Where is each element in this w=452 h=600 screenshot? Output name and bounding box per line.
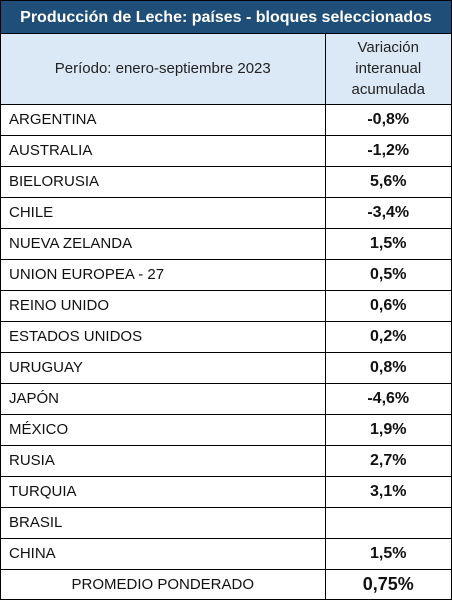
- weighted-average-value: 0,75%: [324, 568, 451, 600]
- variation-cell: 3,1%: [324, 475, 451, 508]
- country-cell: JAPÓN: [1, 382, 326, 415]
- table-row: ARGENTINA -0,8%: [1, 103, 451, 136]
- milk-production-table: Período: enero-septiembre 2023 Variación…: [1, 34, 451, 600]
- table-row: NUEVA ZELANDA 1,5%: [1, 227, 451, 260]
- country-cell: NUEVA ZELANDA: [1, 227, 326, 260]
- variation-cell: 5,6%: [324, 165, 451, 198]
- variation-header: Variación interanual acumulada: [324, 34, 451, 105]
- table-row: JAPÓN -4,6%: [1, 382, 451, 415]
- variation-header-line1: Variación: [357, 39, 419, 57]
- table-row: URUGUAY 0,8%: [1, 351, 451, 384]
- country-cell: CHILE: [1, 196, 326, 229]
- variation-cell: 2,7%: [324, 444, 451, 477]
- variation-cell: -4,6%: [324, 382, 451, 415]
- weighted-average-label: PROMEDIO PONDERADO: [1, 568, 326, 600]
- country-cell: RUSIA: [1, 444, 326, 477]
- table-row: MÉXICO 1,9%: [1, 413, 451, 446]
- variation-cell: 0,2%: [324, 320, 451, 353]
- country-cell: AUSTRALIA: [1, 134, 326, 167]
- variation-cell: -0,8%: [324, 103, 451, 136]
- table-row: BRASIL: [1, 506, 451, 539]
- variation-cell: 0,5%: [324, 258, 451, 291]
- table-row: BIELORUSIA 5,6%: [1, 165, 451, 198]
- table-row: CHINA 1,5%: [1, 537, 451, 570]
- variation-cell: 0,8%: [324, 351, 451, 384]
- table-row: TURQUIA 3,1%: [1, 475, 451, 508]
- variation-cell: -1,2%: [324, 134, 451, 167]
- country-cell: BRASIL: [1, 506, 326, 539]
- table-row: AUSTRALIA -1,2%: [1, 134, 451, 167]
- table-row: RUSIA 2,7%: [1, 444, 451, 477]
- variation-header-line2: interanual: [355, 60, 422, 78]
- country-cell: URUGUAY: [1, 351, 326, 384]
- country-cell: ARGENTINA: [1, 103, 326, 136]
- variation-cell: 1,9%: [324, 413, 451, 446]
- variation-cell: [324, 506, 451, 539]
- country-cell: BIELORUSIA: [1, 165, 326, 198]
- country-cell: UNION EUROPEA - 27: [1, 258, 326, 291]
- country-cell: ESTADOS UNIDOS: [1, 320, 326, 353]
- country-cell: REINO UNIDO: [1, 289, 326, 322]
- table-row: REINO UNIDO 0,6%: [1, 289, 451, 322]
- variation-header-line3: acumulada: [351, 81, 425, 99]
- country-cell: MÉXICO: [1, 413, 326, 446]
- header-row: Período: enero-septiembre 2023 Variación…: [1, 34, 451, 105]
- table-row: CHILE -3,4%: [1, 196, 451, 229]
- variation-cell: 1,5%: [324, 537, 451, 570]
- footer-row: PROMEDIO PONDERADO 0,75%: [1, 568, 451, 600]
- table-row: ESTADOS UNIDOS 0,2%: [1, 320, 451, 353]
- country-cell: CHINA: [1, 537, 326, 570]
- variation-cell: -3,4%: [324, 196, 451, 229]
- country-cell: TURQUIA: [1, 475, 326, 508]
- period-header: Período: enero-septiembre 2023: [1, 34, 326, 105]
- variation-cell: 0,6%: [324, 289, 451, 322]
- variation-cell: 1,5%: [324, 227, 451, 260]
- table-title: Producción de Leche: países - bloques se…: [1, 1, 451, 34]
- table-row: UNION EUROPEA - 27 0,5%: [1, 258, 451, 291]
